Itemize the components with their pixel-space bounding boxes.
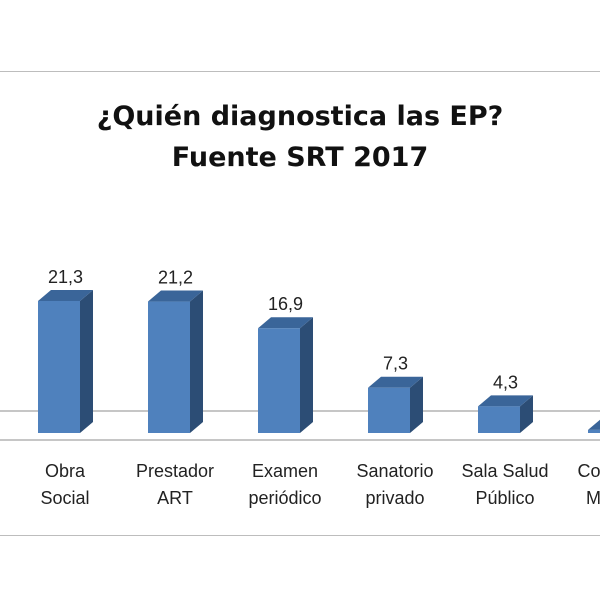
bar-side [80,289,93,433]
bar-side [300,317,313,433]
bar [478,406,520,433]
bar-top [148,290,203,302]
bar-top [38,289,93,301]
x-tick-label: privado [365,488,424,508]
x-tick-label: Público [475,488,534,508]
chart-title: ¿Quién diagnostica las EP? Fuente SRT 20… [0,96,600,178]
x-tick-label: Prestador [136,461,214,481]
chart-title-line-1: ¿Quién diagnostica las EP? [96,101,504,132]
bar-top [588,419,600,430]
bar-top [478,395,533,407]
x-tick-label: periódico [248,488,321,508]
x-tick-label: Social [40,488,89,508]
chart-title-line-2: Fuente SRT 2017 [171,142,429,173]
bar-side [520,395,533,433]
x-tick-label: Médica [586,488,600,508]
data-label: 21,2 [158,268,193,288]
bar [258,328,300,433]
data-label: 4,3 [493,372,518,392]
x-tick-label: Comisión [577,461,600,481]
bar [148,301,190,433]
bar [38,300,80,433]
bar [588,429,600,433]
chart-area [0,71,600,536]
x-tick-label: Sanatorio [356,461,433,481]
bar-side [410,376,423,433]
bar [368,387,410,433]
x-tick-label: ART [157,488,193,508]
data-label: 16,9 [268,294,303,314]
bar-top [258,317,313,329]
bar-top [368,376,423,388]
x-tick-label: Sala Salud [461,461,548,481]
data-label: 7,3 [383,354,408,374]
bar-side [190,290,203,433]
x-tick-label: Obra [45,461,86,481]
data-label: 21,3 [48,267,83,287]
x-tick-label: Examen [252,461,318,481]
